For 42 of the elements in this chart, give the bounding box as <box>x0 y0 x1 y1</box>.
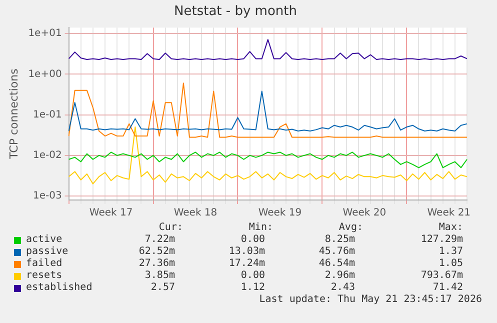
text: 27.36m <box>138 258 175 270</box>
legend-label: resets <box>26 270 62 282</box>
y-tick-label: 1e+00 <box>28 68 62 80</box>
x-tick-label: Week 18 <box>174 208 218 219</box>
y-tick-label: 1e-03 <box>32 190 62 202</box>
text: 62.52m <box>138 246 175 258</box>
y-tick-label: 1e+01 <box>28 28 62 40</box>
x-tick-label: Week 20 <box>342 208 386 219</box>
legend-label: active <box>26 234 62 246</box>
text: 1.05 <box>438 258 463 270</box>
x-tick-label: Week 21 <box>427 208 471 219</box>
text: 46.54m <box>318 258 355 270</box>
y-axis-title: TCP connections <box>7 68 20 160</box>
text: 1.37 <box>438 246 463 258</box>
text: 17.24m <box>228 258 265 270</box>
legend-label: passive <box>26 246 68 258</box>
chart-title: Netstat - by month <box>174 4 297 20</box>
text: 7.22m <box>144 234 175 246</box>
text: 45.76m <box>318 246 355 258</box>
legend-label: failed <box>26 258 62 270</box>
text: 13.03m <box>228 246 265 258</box>
text: Last update: Thu May 21 23:45:17 2026 <box>259 294 482 306</box>
text: 0.00 <box>240 270 265 282</box>
text: Max: <box>438 222 463 234</box>
text: 793.67m <box>420 270 463 282</box>
text: Avg: <box>338 222 363 234</box>
y-tick-label: 1e-02 <box>32 150 62 162</box>
text: 3.85m <box>144 270 175 282</box>
text: 8.25m <box>324 234 355 246</box>
text: 71.42 <box>432 282 463 294</box>
y-tick-label: 1e-01 <box>32 109 62 120</box>
x-tick-label: Week 19 <box>258 208 302 219</box>
text: 2.57 <box>150 282 175 294</box>
text: 2.43 <box>330 282 355 294</box>
text: Cur: <box>158 222 183 234</box>
text: Min: <box>248 222 273 234</box>
legend-label: established <box>26 282 92 294</box>
text: 1.12 <box>240 282 265 294</box>
text: 0.00 <box>240 234 265 246</box>
text: 127.29m <box>420 234 463 246</box>
text: 2.96m <box>324 270 355 282</box>
x-tick-label: Week 17 <box>89 208 133 219</box>
